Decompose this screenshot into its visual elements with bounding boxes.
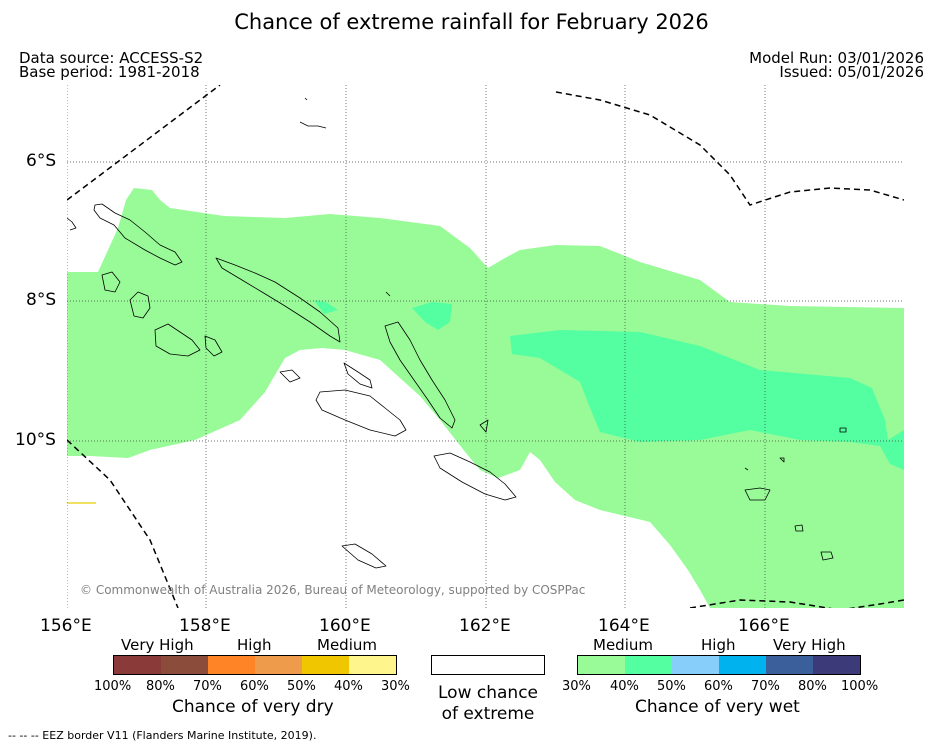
wet-tick-40: 40%: [610, 679, 639, 694]
wet-swatch-50-60: [672, 656, 719, 674]
lat-label-10s: 10°S: [15, 430, 56, 450]
data-source-label: Data source: ACCESS-S2: [19, 49, 204, 67]
wet-legend-title: Chance of very wet: [635, 697, 800, 717]
dry-tick-80: 80%: [146, 679, 175, 694]
coastlines: [67, 97, 847, 569]
wet-category-high: High: [701, 636, 736, 654]
island-ulawa: [479, 419, 489, 433]
dry-legend-title: Chance of very dry: [172, 697, 334, 717]
lon-label-160e: 160°E: [319, 616, 371, 636]
wet-swatch-70-80: [766, 656, 813, 674]
eez-border-northwest: [67, 85, 221, 201]
island-tikopia: [820, 551, 834, 561]
island-kolombangara: [154, 323, 201, 357]
neutral-label-line1: Low chance: [438, 683, 538, 703]
islet-rarotonga: [385, 291, 391, 297]
dry-swatch-40-30: [349, 656, 396, 674]
high-wet-zone-small: [314, 300, 338, 314]
lat-label-6s: 6°S: [26, 151, 57, 171]
lon-label-156e: 156°E: [40, 616, 92, 636]
dry-swatch-80-70: [161, 656, 208, 674]
island-rendova: [204, 335, 223, 357]
wet-tick-50: 50%: [657, 679, 686, 694]
eez-border-north: [555, 91, 904, 206]
high-wet-zone-center: [412, 302, 452, 330]
island-makira: [433, 452, 517, 501]
dry-tick-70: 70%: [193, 679, 222, 694]
neutral-label-line2: of extreme: [441, 704, 535, 724]
lat-label-8s: 8°S: [26, 290, 57, 310]
dry-tick-40: 40%: [334, 679, 363, 694]
map-plot-area: [67, 85, 904, 608]
islet-east-small: [744, 467, 749, 471]
lon-label-162e: 162°E: [459, 616, 511, 636]
island-rennell: [341, 543, 387, 569]
islet-north: [304, 97, 308, 101]
wet-tick-30: 30%: [562, 679, 591, 694]
islet-reef: [779, 457, 785, 463]
island-malaita: [384, 321, 456, 429]
dry-swatch-100-80: [114, 656, 161, 674]
dry-swatch-70-60: [208, 656, 255, 674]
wet-swatch-80-100: [813, 656, 860, 674]
island-nendo: [744, 487, 771, 501]
wet-swatch-30-40: [578, 656, 625, 674]
medium-wet-zone: [67, 188, 904, 608]
island-guadalcanal: [315, 389, 407, 437]
base-period-label: Base period: 1981-2018: [19, 63, 200, 81]
dry-tick-60: 60%: [240, 679, 269, 694]
dry-tick-30: 30%: [381, 679, 410, 694]
gridlines: [67, 85, 904, 608]
dry-category-high: High: [237, 636, 272, 654]
island-vella-lavella: [101, 271, 121, 293]
island-new-georgia: [129, 291, 151, 319]
eez-borders: [67, 85, 904, 608]
wet-swatch-40-50: [625, 656, 672, 674]
dry-swatch-50-40: [302, 656, 349, 674]
eez-border-southwest: [67, 439, 179, 608]
wet-tick-80: 80%: [798, 679, 827, 694]
wet-tick-70: 70%: [751, 679, 780, 694]
eez-border-south: [689, 599, 904, 608]
dry-category-very-high: Very High: [121, 636, 194, 654]
dry-swatch-60-50: [255, 656, 302, 674]
chart-title: Chance of extreme rainfall for February …: [234, 10, 709, 34]
dry-category-medium: Medium: [317, 636, 377, 654]
lon-label-158e: 158°E: [179, 616, 231, 636]
wet-tick-100: 100%: [841, 679, 879, 694]
islet-west: [67, 217, 77, 231]
neutral-swatch: [431, 655, 545, 675]
island-vanikoro: [794, 524, 804, 532]
eez-footer-note: -- -- -- EEZ border V11 (Flanders Marine…: [8, 729, 317, 742]
island-bougainville: [93, 203, 183, 266]
wet-colorbar: [577, 655, 861, 675]
islet-duff: [839, 427, 847, 433]
island-santa-isabel: [343, 362, 373, 389]
island-russell: [279, 369, 301, 383]
island-choiseul: [215, 257, 341, 343]
copyright-notice: © Commonwealth of Australia 2026, Bureau…: [80, 583, 586, 597]
wet-swatch-60-70: [719, 656, 766, 674]
model-run-label: Model Run: 03/01/2026: [749, 49, 924, 67]
islet-ontong: [299, 121, 327, 129]
dry-colorbar: [113, 655, 397, 675]
lon-label-166e: 166°E: [738, 616, 790, 636]
high-wet-zone-east: [510, 330, 904, 470]
dry-tick-50: 50%: [287, 679, 316, 694]
wet-tick-60: 60%: [704, 679, 733, 694]
issued-label: Issued: 05/01/2026: [779, 63, 924, 81]
lon-label-164e: 164°E: [598, 616, 650, 636]
wet-category-very-high: Very High: [773, 636, 846, 654]
wet-category-medium: Medium: [593, 636, 653, 654]
dry-tick-100: 100%: [94, 679, 132, 694]
